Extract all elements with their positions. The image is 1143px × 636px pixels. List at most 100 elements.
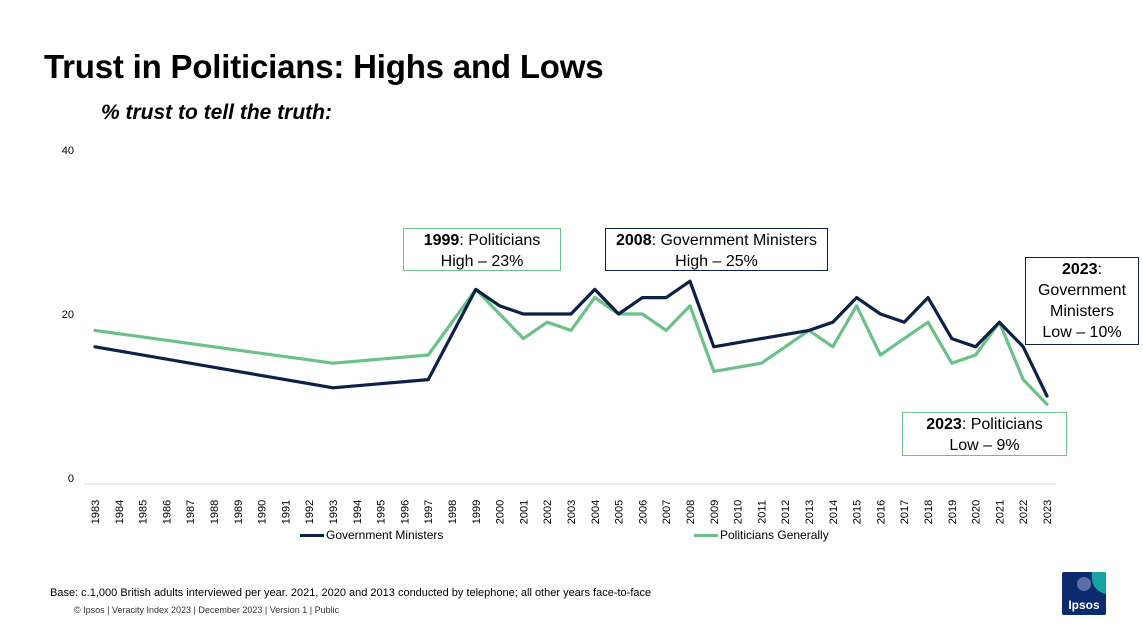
callout-text: : Government Ministers bbox=[651, 232, 817, 249]
data-point-politicians-generally bbox=[688, 304, 692, 307]
callout-value: High – 25% bbox=[675, 253, 758, 270]
x-tick-label: 1996 bbox=[399, 500, 411, 524]
data-point-politicians-generally bbox=[974, 353, 977, 357]
data-point-politicians-generally bbox=[879, 353, 882, 357]
data-point-government-ministers bbox=[474, 288, 477, 291]
data-point-government-ministers bbox=[93, 345, 97, 348]
x-tick-label: 2002 bbox=[542, 500, 554, 524]
x-tick-label: 2022 bbox=[1018, 500, 1030, 524]
callout-value: Low – 10% bbox=[1042, 324, 1122, 341]
x-tick-label: 1992 bbox=[304, 500, 316, 524]
callout-text: : Politicians bbox=[459, 232, 541, 249]
x-tick-label: 1985 bbox=[138, 500, 150, 524]
legend-swatch-politicians-generally bbox=[694, 534, 718, 538]
y-tick-label: 20 bbox=[62, 309, 74, 321]
x-tick-label: 1984 bbox=[114, 500, 126, 524]
x-tick-label: 2000 bbox=[495, 500, 507, 524]
callout-line: Government bbox=[1037, 282, 1127, 299]
footnote: Base: c.1,000 British adults interviewed… bbox=[50, 587, 652, 599]
data-point-government-ministers bbox=[879, 312, 882, 316]
data-point-politicians-generally bbox=[950, 362, 953, 365]
callout-line: Ministers bbox=[1049, 303, 1114, 320]
callout-year: 2008 bbox=[616, 232, 652, 249]
data-point-politicians-generally bbox=[926, 321, 930, 324]
callout-value: High – 23% bbox=[440, 253, 524, 270]
callout-year: 2023 bbox=[1061, 261, 1098, 278]
data-point-government-ministers bbox=[546, 312, 549, 316]
data-point-politicians-generally bbox=[1022, 378, 1025, 381]
callout-ministers-2008-high: 2008: Government Ministers High – 25% bbox=[605, 228, 828, 271]
data-point-politicians-generally bbox=[427, 353, 430, 357]
callout-text: : Politicians bbox=[961, 416, 1043, 433]
data-point-government-ministers bbox=[1022, 345, 1025, 348]
data-point-government-ministers bbox=[760, 337, 763, 340]
callout-text: : bbox=[1097, 261, 1103, 278]
series-line-government-ministers bbox=[93, 279, 1049, 398]
data-point-politicians-generally bbox=[593, 296, 596, 299]
data-point-politicians-generally bbox=[546, 321, 549, 324]
data-point-government-ministers bbox=[641, 296, 644, 299]
x-tick-label: 2015 bbox=[852, 500, 864, 524]
x-tick-label: 1983 bbox=[90, 500, 102, 524]
x-tick-label: 2007 bbox=[661, 500, 673, 524]
x-tick-label: 2017 bbox=[899, 500, 911, 524]
x-tick-label: 2011 bbox=[756, 500, 768, 524]
x-tick-label: 1995 bbox=[376, 500, 388, 524]
legend-government-ministers: Government Ministers bbox=[300, 528, 443, 542]
data-point-politicians-generally bbox=[498, 312, 501, 316]
data-point-government-ministers bbox=[831, 321, 834, 324]
data-point-politicians-generally bbox=[760, 362, 763, 365]
series-line-politicians-generally bbox=[93, 287, 1049, 406]
data-point-government-ministers bbox=[427, 378, 430, 381]
x-tick-label: 1986 bbox=[161, 500, 173, 524]
ipsos-logo: Ipsos bbox=[1062, 572, 1106, 615]
data-point-government-ministers bbox=[593, 288, 596, 291]
x-tick-label: 1988 bbox=[209, 500, 221, 524]
callout-politicians-2023-low: 2023: Politicians Low – 9% bbox=[902, 412, 1067, 456]
data-point-government-ministers bbox=[926, 296, 930, 299]
data-point-politicians-generally bbox=[641, 312, 644, 316]
data-point-politicians-generally bbox=[331, 362, 335, 365]
data-point-government-ministers bbox=[665, 296, 668, 299]
x-tick-label: 2016 bbox=[875, 500, 887, 524]
data-point-government-ministers bbox=[498, 304, 501, 307]
callout-year: 2023 bbox=[926, 416, 962, 433]
data-point-politicians-generally bbox=[831, 345, 834, 348]
callout-year: 1999 bbox=[423, 232, 460, 249]
x-tick-label: 2008 bbox=[685, 500, 697, 524]
x-tick-label: 2001 bbox=[518, 500, 530, 524]
x-tick-label: 1997 bbox=[423, 500, 435, 524]
logo-text: Ipsos bbox=[1068, 598, 1100, 612]
data-point-politicians-generally bbox=[1045, 403, 1049, 406]
x-tick-label: 1994 bbox=[352, 500, 364, 524]
data-point-politicians-generally bbox=[903, 337, 906, 340]
legend-politicians-generally: Politicians Generally bbox=[694, 528, 829, 542]
data-point-government-ministers bbox=[903, 321, 906, 324]
chart-subtitle: % trust to tell the truth: bbox=[101, 101, 332, 124]
x-tick-label: 2019 bbox=[947, 500, 959, 524]
data-point-government-ministers bbox=[617, 312, 620, 316]
data-point-government-ministers bbox=[331, 386, 335, 389]
x-tick-label: 1998 bbox=[447, 500, 459, 524]
x-tick-label: 1991 bbox=[280, 500, 292, 524]
data-point-government-ministers bbox=[522, 312, 525, 316]
data-point-politicians-generally bbox=[569, 329, 573, 332]
data-point-government-ministers bbox=[1045, 394, 1049, 398]
page-title: Trust in Politicians: Highs and Lows bbox=[44, 48, 604, 85]
x-tick-label: 2004 bbox=[590, 500, 602, 524]
y-tick-label: 0 bbox=[68, 473, 74, 485]
legend-swatch-government-ministers bbox=[300, 534, 324, 538]
legend-label: Politicians Generally bbox=[720, 528, 829, 542]
data-point-government-ministers bbox=[712, 345, 715, 348]
data-point-government-ministers bbox=[974, 345, 977, 348]
x-tick-label: 1999 bbox=[471, 500, 483, 524]
y-tick-label: 40 bbox=[62, 145, 74, 157]
data-point-politicians-generally bbox=[712, 370, 715, 373]
data-point-government-ministers bbox=[569, 312, 573, 316]
data-point-government-ministers bbox=[998, 321, 1001, 324]
x-tick-label: 1989 bbox=[233, 500, 245, 524]
x-tick-label: 1987 bbox=[185, 500, 197, 524]
x-tick-label: 1993 bbox=[328, 500, 340, 524]
x-tick-label: 2018 bbox=[923, 500, 935, 524]
